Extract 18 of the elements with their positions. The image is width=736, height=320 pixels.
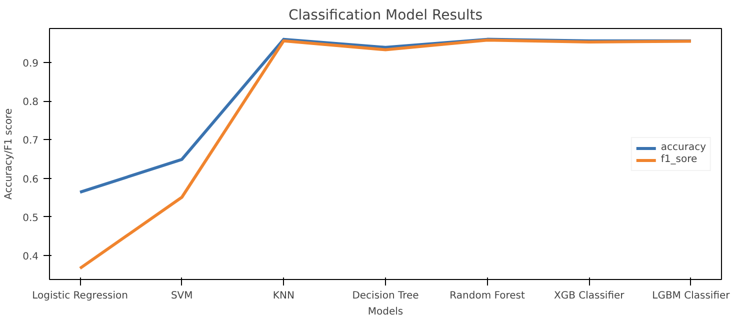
legend-label: accuracy <box>660 142 706 154</box>
x-tick-label: Decision Tree <box>352 290 419 302</box>
y-tick-label: 0.6 <box>22 174 39 186</box>
y-tick-label: 0.8 <box>22 97 39 108</box>
legend-label: f1_sore <box>660 154 698 166</box>
x-tick-label: Random Forest <box>450 290 526 302</box>
x-tick-label: SVM <box>170 290 193 302</box>
x-tick-label: Logistic Regression <box>32 290 128 302</box>
y-tick-label: 0.7 <box>22 136 39 147</box>
x-tick-label: XGB Classifier <box>554 290 626 302</box>
x-tick-label: LGBM Classifier <box>652 290 731 302</box>
y-axis-title: Accuracy/F1 score <box>4 108 15 200</box>
y-tick-label: 0.9 <box>22 58 39 70</box>
y-tick-label: 0.5 <box>22 212 39 224</box>
x-tick-label: KNN <box>272 290 294 302</box>
chart-title: Classification Model Results <box>288 8 483 24</box>
y-tick-label: 0.4 <box>22 252 39 263</box>
x-axis-title: Models <box>368 306 404 318</box>
